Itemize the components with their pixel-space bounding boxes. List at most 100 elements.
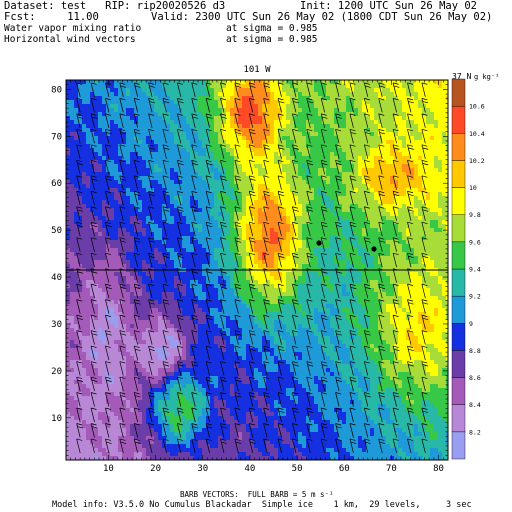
wind-barb xyxy=(90,299,97,314)
wind-barb xyxy=(176,206,184,221)
wind-barb xyxy=(421,268,428,283)
wind-barb xyxy=(292,190,298,206)
wind-barb xyxy=(292,392,298,407)
dataset-line: Dataset: test RIP: rip20020526 d3 xyxy=(4,0,226,12)
wind-barb xyxy=(292,221,298,237)
wind-barb xyxy=(392,82,400,97)
wind-barb xyxy=(119,98,126,113)
wind-barb xyxy=(234,392,242,407)
wind-barb xyxy=(277,175,284,190)
wind-barb xyxy=(277,299,285,314)
wind-barb xyxy=(407,438,414,454)
wind-barb xyxy=(248,423,255,438)
colorbar-label: 8.2 xyxy=(469,428,481,436)
wind-barb xyxy=(90,345,97,361)
wind-barb xyxy=(292,144,299,159)
wind-barb xyxy=(407,82,414,97)
wind-barb xyxy=(392,407,399,423)
wind-barb xyxy=(263,128,270,144)
wind-barb xyxy=(119,221,126,237)
wind-barb xyxy=(378,98,385,113)
wind-barb xyxy=(378,376,385,392)
wind-barb xyxy=(176,268,183,283)
wind-barb xyxy=(378,299,385,314)
wind-barb xyxy=(176,283,183,299)
wind-barb xyxy=(205,221,213,237)
wind-barb xyxy=(105,98,112,113)
wind-barb xyxy=(363,299,370,314)
wind-barb xyxy=(320,144,327,159)
wind-barb xyxy=(349,392,356,407)
wind-barb xyxy=(306,299,313,314)
wind-barb xyxy=(90,361,97,376)
wind-barb xyxy=(162,98,170,113)
wind-barb xyxy=(263,423,270,438)
wind-barb xyxy=(392,376,399,392)
wind-barb xyxy=(205,345,212,361)
colorbar-unit: g kg⁻¹ xyxy=(474,73,499,81)
wind-barb xyxy=(292,376,298,392)
wind-barb xyxy=(248,221,255,237)
wind-barb xyxy=(119,314,126,330)
x-tick-label: 10 xyxy=(103,464,114,474)
wind-barb xyxy=(363,392,371,407)
wind-barb xyxy=(277,345,285,361)
wind-barb xyxy=(191,314,199,330)
wind-barb xyxy=(148,345,155,361)
wind-barb xyxy=(220,175,227,190)
wind-barb xyxy=(292,438,298,454)
init-line: Init: 1200 UTC Sun 26 May 02 xyxy=(300,0,478,12)
wind-barb xyxy=(133,144,140,159)
wind-barb xyxy=(306,423,313,438)
wind-barb xyxy=(105,438,112,454)
colorbar-label: 10.4 xyxy=(469,130,485,138)
y-tick-label: 50 xyxy=(51,226,62,236)
wind-barb xyxy=(105,113,112,128)
wind-barb xyxy=(378,392,386,407)
wind-barb xyxy=(363,407,370,423)
wind-barb xyxy=(176,82,183,97)
wind-barb xyxy=(306,190,313,206)
wind-barb xyxy=(277,252,285,268)
wind-barb xyxy=(407,407,414,423)
wind-barb xyxy=(162,438,169,454)
wind-barb xyxy=(335,283,342,299)
wind-barb xyxy=(263,82,271,97)
colorbar-swatch xyxy=(451,105,466,134)
wind-barb xyxy=(176,438,183,454)
wind-barb xyxy=(349,144,356,159)
field2-level: at sigma = 0.985 xyxy=(226,34,318,45)
wind-barb xyxy=(421,299,429,314)
x-tick-label: 20 xyxy=(150,464,161,474)
wind-barb xyxy=(191,206,199,221)
wind-barb xyxy=(90,407,97,423)
wind-barb xyxy=(392,330,399,345)
wind-barb xyxy=(234,361,241,376)
wind-barb xyxy=(421,237,428,252)
wind-barb xyxy=(133,128,141,144)
wind-barb xyxy=(133,438,141,454)
wind-barb xyxy=(220,237,227,252)
wind-barb xyxy=(421,175,428,190)
colorbar-label: 8.4 xyxy=(469,401,481,409)
wind-barb xyxy=(248,144,255,159)
wind-barb xyxy=(119,82,127,97)
wind-barb xyxy=(320,175,327,190)
wind-barb xyxy=(119,376,126,392)
wind-barb xyxy=(176,330,183,345)
wind-barb xyxy=(263,190,271,206)
wind-barb xyxy=(277,237,284,252)
wind-barb xyxy=(335,423,342,438)
wind-barb xyxy=(119,283,127,299)
wind-barb xyxy=(349,345,356,361)
wind-barb xyxy=(306,159,314,175)
wind-barb xyxy=(105,175,112,190)
wind-barb xyxy=(248,268,255,283)
wind-barb xyxy=(292,345,298,361)
wind-barb xyxy=(263,283,270,299)
wind-barb xyxy=(392,98,399,113)
wind-barb xyxy=(392,423,399,438)
wind-barb xyxy=(76,221,84,237)
wind-barb xyxy=(191,407,198,423)
wind-barb xyxy=(335,190,342,206)
